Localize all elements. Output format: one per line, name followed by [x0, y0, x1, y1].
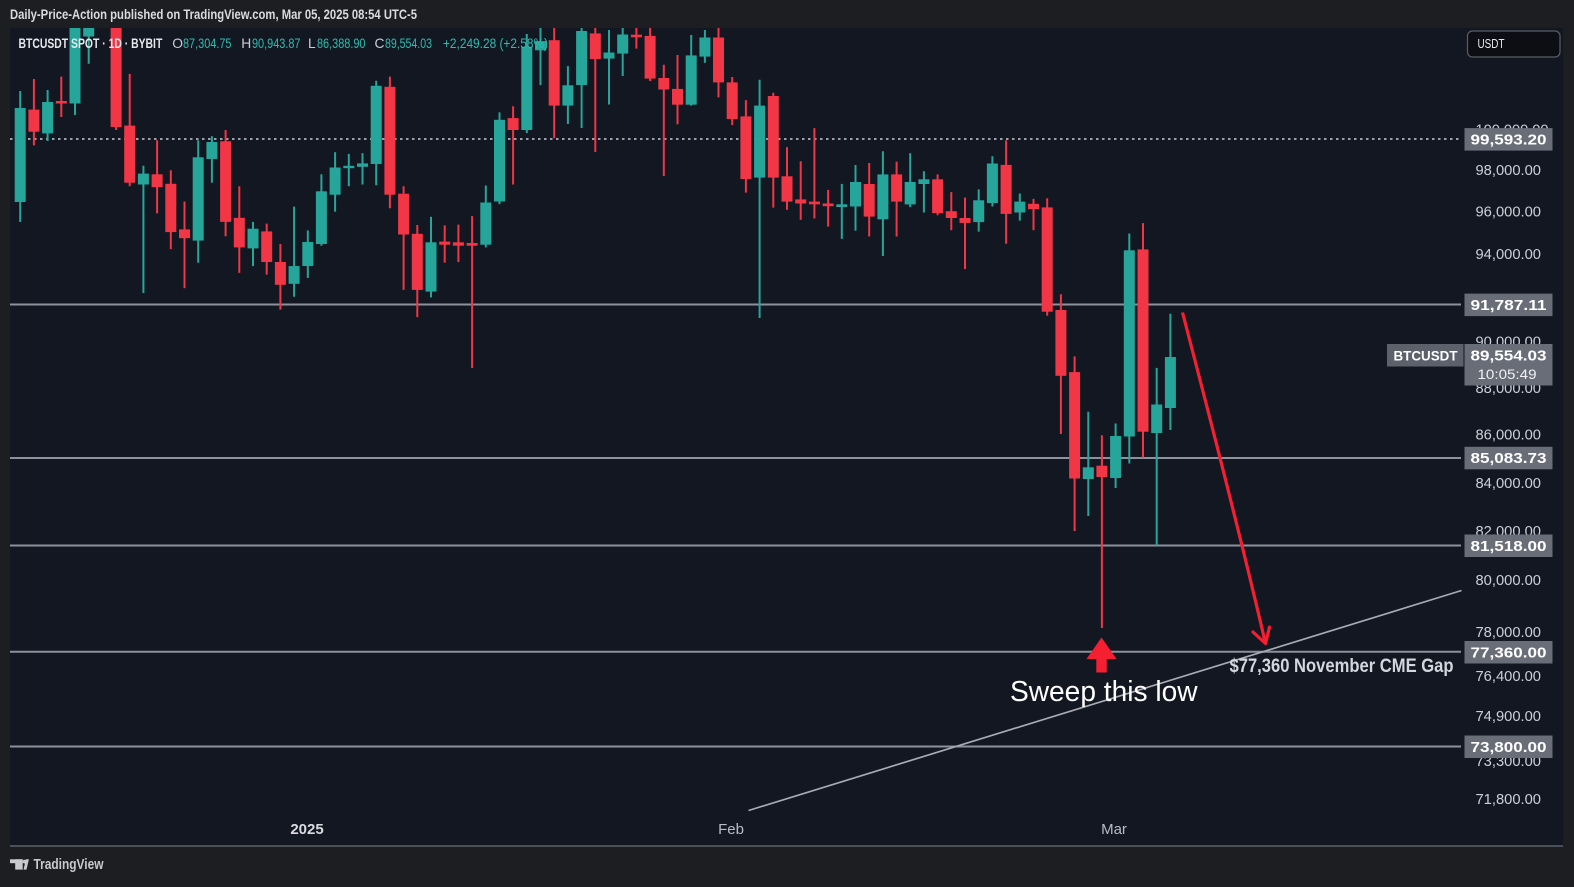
svg-text:87,304.75: 87,304.75 — [183, 36, 232, 51]
svg-text:Mar: Mar — [1101, 821, 1127, 838]
svg-text:H: H — [241, 36, 251, 51]
svg-text:10:05:49: 10:05:49 — [1478, 367, 1537, 383]
svg-text:89,554.03: 89,554.03 — [385, 36, 432, 51]
svg-text:85,083.73: 85,083.73 — [1471, 451, 1547, 467]
svg-text:78,000.00: 78,000.00 — [1476, 625, 1542, 641]
svg-text:O: O — [172, 36, 183, 51]
svg-text:71,800.00: 71,800.00 — [1476, 792, 1542, 808]
svg-text:TradingView: TradingView — [34, 857, 104, 873]
svg-text:+2,249.28 (+2.58%): +2,249.28 (+2.58%) — [443, 36, 548, 51]
svg-text:USDT: USDT — [1478, 36, 1505, 51]
svg-text:80,000.00: 80,000.00 — [1476, 573, 1542, 589]
svg-text:84,000.00: 84,000.00 — [1476, 476, 1542, 492]
svg-text:Daily-Price-Action published o: Daily-Price-Action published on TradingV… — [10, 7, 417, 22]
svg-text:BTCUSDT: BTCUSDT — [1394, 349, 1458, 365]
svg-text:73,800.00: 73,800.00 — [1471, 740, 1547, 756]
svg-text:99,593.20: 99,593.20 — [1471, 133, 1547, 149]
svg-text:91,787.11: 91,787.11 — [1471, 298, 1547, 314]
svg-text:81,518.00: 81,518.00 — [1471, 539, 1547, 555]
svg-text:76,400.00: 76,400.00 — [1476, 669, 1542, 685]
svg-text:74,900.00: 74,900.00 — [1476, 709, 1542, 725]
svg-text:96,000.00: 96,000.00 — [1476, 205, 1542, 221]
svg-text:Feb: Feb — [718, 821, 744, 838]
svg-text:2025: 2025 — [290, 821, 323, 838]
svg-text:89,554.03: 89,554.03 — [1471, 349, 1547, 365]
svg-text:$77,360 November CME Gap: $77,360 November CME Gap — [1230, 656, 1454, 677]
svg-text:86,388.90: 86,388.90 — [317, 36, 366, 51]
svg-text:C: C — [375, 36, 385, 51]
svg-text:Sweep this low: Sweep this low — [1010, 676, 1198, 708]
svg-text:L: L — [308, 36, 316, 51]
svg-text:86,000.00: 86,000.00 — [1476, 428, 1542, 444]
svg-text:90,943.87: 90,943.87 — [252, 36, 301, 51]
svg-text:94,000.00: 94,000.00 — [1476, 247, 1542, 263]
svg-text:98,000.00: 98,000.00 — [1476, 163, 1542, 179]
svg-text:77,360.00: 77,360.00 — [1471, 646, 1547, 662]
svg-text:BTCUSDT SPOT · 1D · BYBIT: BTCUSDT SPOT · 1D · BYBIT — [19, 36, 163, 51]
